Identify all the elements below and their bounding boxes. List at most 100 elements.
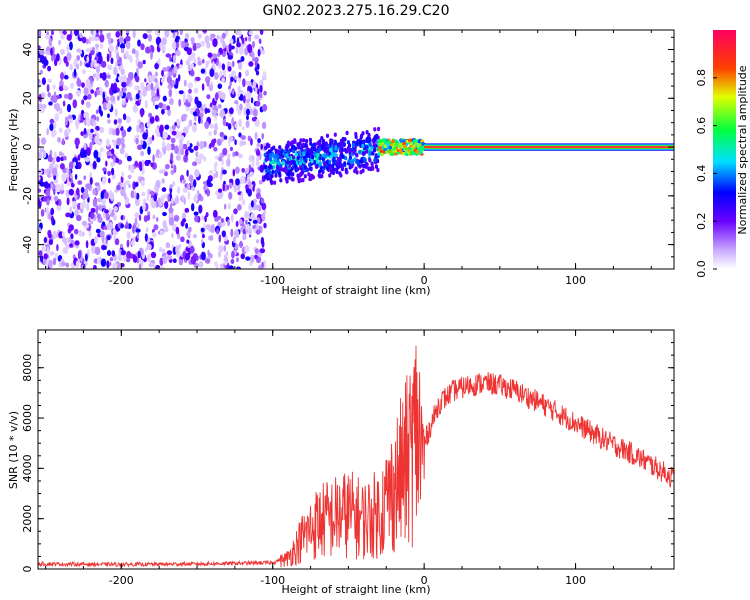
spectrogram-cell xyxy=(178,90,184,95)
spectrogram-cell xyxy=(101,198,106,206)
spectrogram-cell xyxy=(99,43,104,49)
spectrogram-cell xyxy=(320,136,324,141)
spectrogram-cell xyxy=(161,37,167,46)
spectrogram-cell xyxy=(221,230,226,238)
spectrogram-cell xyxy=(141,192,146,196)
spectrogram-cell xyxy=(108,207,112,214)
spectrogram-cell xyxy=(272,145,276,150)
spectrogram-cell xyxy=(227,55,233,60)
spectrogram-cell xyxy=(253,108,258,117)
snr-x-label: Height of straight line (km) xyxy=(281,583,430,596)
spectrogram-cell xyxy=(182,113,188,119)
spectrogram-cell xyxy=(263,152,267,157)
spectrogram-cell xyxy=(180,40,186,49)
spectrogram-cell xyxy=(88,229,92,238)
spectrogram-cell xyxy=(132,30,136,39)
spectrogram-cell xyxy=(255,229,261,235)
spectrogram-cell xyxy=(101,72,107,81)
spectrogram-cell xyxy=(162,255,168,264)
spectrogram-cell xyxy=(175,42,180,49)
spectrogram-cell xyxy=(140,124,145,133)
spectrogram-cell xyxy=(102,101,108,111)
spectrogram-cell xyxy=(200,68,206,74)
spectrogram-cell xyxy=(158,169,165,174)
spectrogram-cell xyxy=(121,263,125,268)
spectrogram-cell xyxy=(154,77,158,83)
spectrogram-cell xyxy=(70,82,75,90)
spectrogram-cell xyxy=(107,64,113,71)
spectrogram-cell xyxy=(266,174,270,179)
spectrogram-cell xyxy=(83,111,89,119)
spectrogram-cell xyxy=(287,171,291,176)
spectrogram-cell xyxy=(318,147,322,152)
spectrogram-cell xyxy=(259,164,265,173)
spectrogram-cell xyxy=(144,247,148,253)
spectrogram-cell xyxy=(208,224,211,233)
spectrogram-cell xyxy=(250,97,254,104)
spectrogram-cell xyxy=(153,224,159,231)
spectrogram-cell xyxy=(65,262,70,268)
spectrogram-cell xyxy=(381,138,386,142)
spectrogram-cell xyxy=(368,142,372,147)
spectrogram-cell xyxy=(373,136,377,142)
spectrogram-cell xyxy=(260,197,265,204)
spectrogram-cell xyxy=(62,138,65,146)
spectrogram-cell xyxy=(90,128,94,133)
spectrogram-cell xyxy=(87,93,92,100)
spectrogram-cell xyxy=(121,171,125,178)
spectrogram-cell xyxy=(394,139,399,144)
spectrogram-cell xyxy=(86,202,90,212)
spectrogram-cell xyxy=(117,95,120,101)
spectrogram-cell xyxy=(66,197,70,206)
spectrogram-cell xyxy=(54,112,59,122)
spectrogram-cell xyxy=(240,175,246,185)
spectrogram-cell xyxy=(62,100,66,107)
spectrogram-cell xyxy=(236,266,241,269)
spectrogram-cell xyxy=(208,170,214,175)
spectrogram-cell xyxy=(229,181,233,189)
spectrogram-cell xyxy=(189,69,195,77)
spectrogram-cell xyxy=(75,90,82,96)
spectrogram-cell xyxy=(80,131,84,137)
spectrogram-cell xyxy=(170,137,176,144)
spectrogram-cell xyxy=(284,176,288,181)
spectrogram-cell xyxy=(308,137,312,143)
spectrogram-cell xyxy=(66,103,72,113)
spectrogram-cell xyxy=(220,137,224,143)
spectrogram-cell xyxy=(246,108,250,116)
spectrogram-cell xyxy=(188,226,192,233)
spectrogram-cell xyxy=(265,144,269,149)
spectrogram-cell xyxy=(165,242,171,249)
spectrogram-cell xyxy=(163,103,167,111)
spectrogram-cell xyxy=(215,190,220,196)
spectrogram-cell xyxy=(206,178,211,187)
spectrogram-cell xyxy=(79,202,85,210)
spectrogram-cell xyxy=(63,93,69,99)
spectrogram-cell xyxy=(231,117,235,126)
snr-x-tick-label: -200 xyxy=(109,574,134,587)
spectrogram-cell xyxy=(221,77,225,83)
spectrogram-cell xyxy=(353,168,357,174)
spectrogram-cell xyxy=(45,51,51,55)
spectrogram-cell xyxy=(65,189,70,198)
spectrogram-cell xyxy=(149,190,155,195)
spectrogram-cell xyxy=(220,218,224,223)
spectrogram-cell xyxy=(149,116,155,124)
spectrogram-cell xyxy=(231,60,235,68)
spectrogram-y-axis: -40 -20 0 20 40 xyxy=(21,36,674,270)
spectrogram-cell xyxy=(162,146,167,155)
spectrogram-cell xyxy=(242,78,246,88)
spectrogram-cell xyxy=(390,152,394,156)
spectrogram-cell xyxy=(93,120,97,127)
spectrogram-cell xyxy=(126,231,131,240)
spectrogram-cell xyxy=(238,30,242,38)
spectrogram-cell xyxy=(164,171,168,177)
spectrogram-cell xyxy=(341,154,345,159)
spectrogram-cell xyxy=(323,154,327,159)
spectrogram-cell xyxy=(329,138,333,143)
spectrogram-cell xyxy=(82,148,87,158)
spectrogram-cell xyxy=(178,74,181,82)
spectrogram-cell xyxy=(228,88,232,94)
spectrogram-cell xyxy=(68,188,75,196)
spectrogram-cell xyxy=(237,85,241,93)
